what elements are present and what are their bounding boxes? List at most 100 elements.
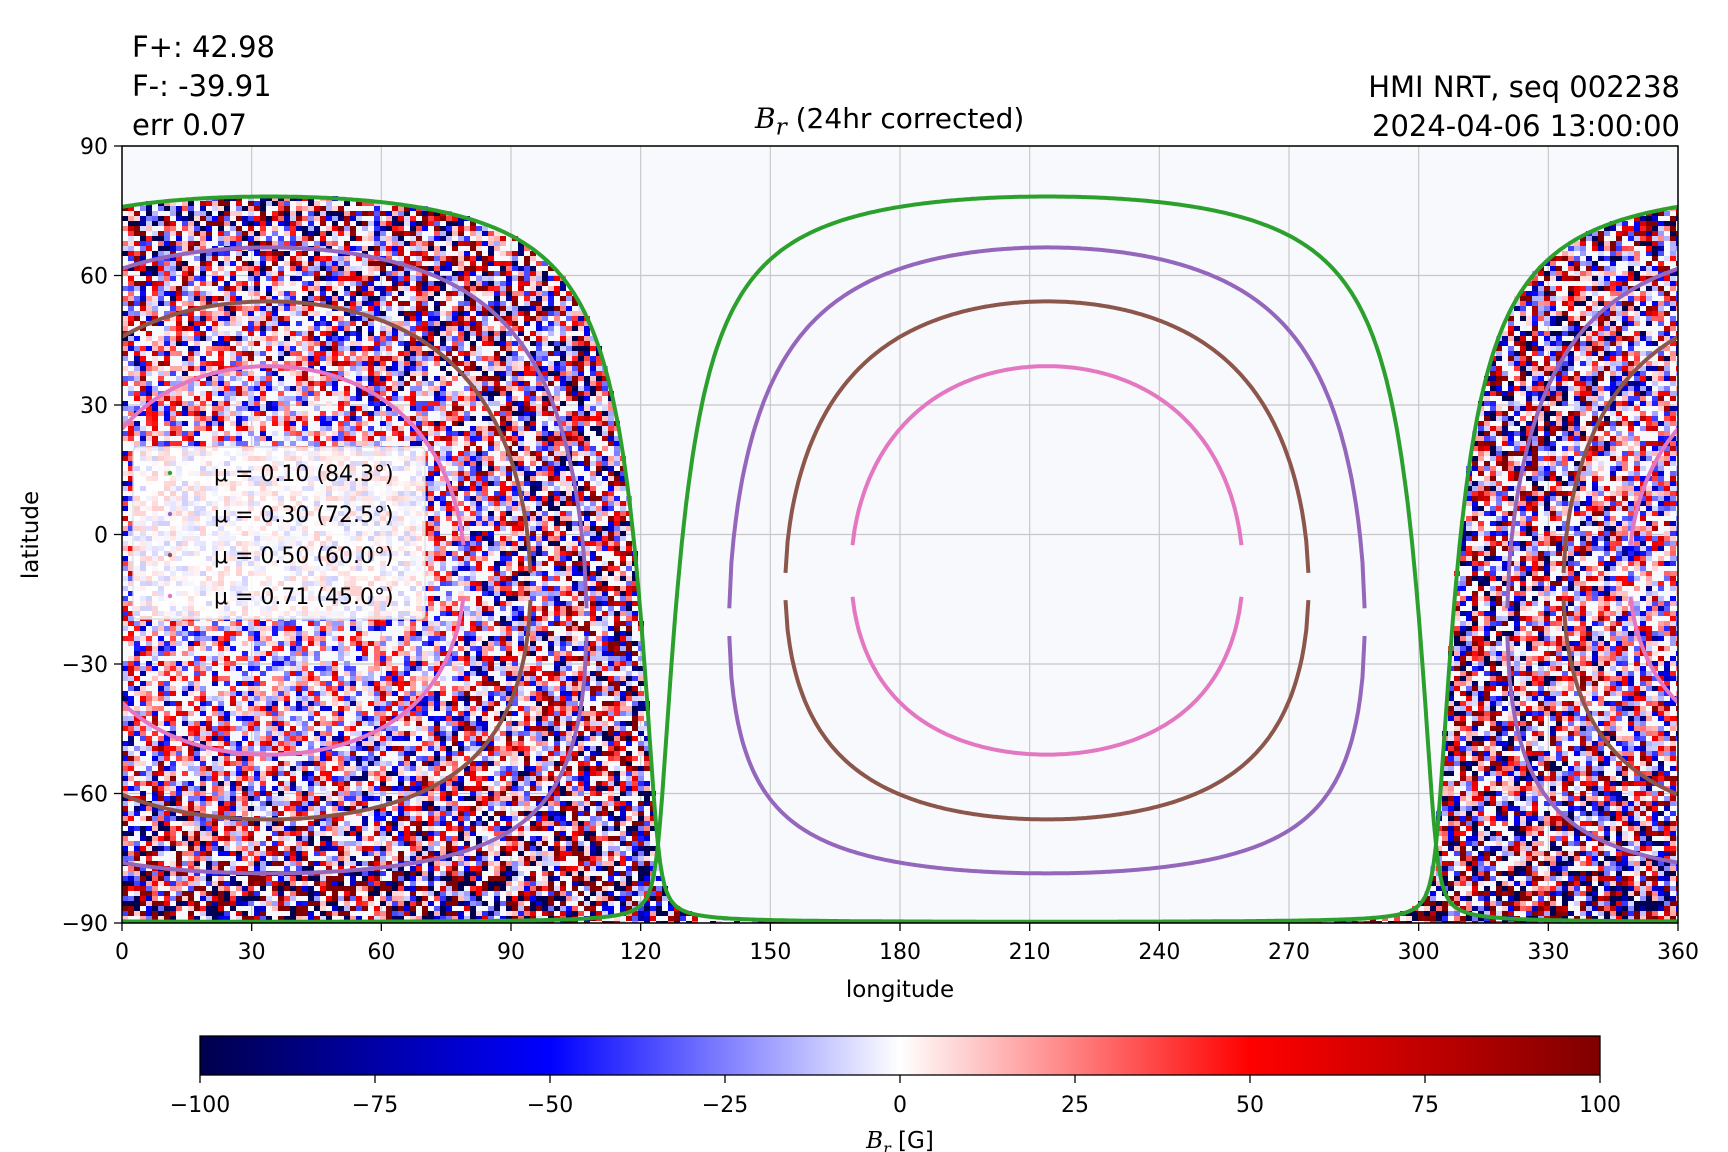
map-cell [554,286,560,291]
map-cell [464,431,470,436]
map-cell [518,456,524,461]
map-cell [158,371,164,376]
map-cell [488,461,494,466]
map-cell [350,436,356,441]
map-cell [548,416,554,421]
map-cell [1508,436,1514,441]
map-cell [1520,406,1526,411]
map-cell [1562,256,1568,261]
map-cell [554,391,560,396]
map-cell [260,331,266,336]
map-cell [614,511,620,516]
map-cell [494,506,500,511]
map-cell [476,326,482,331]
map-cell [152,411,158,416]
map-cell [542,486,548,491]
map-cell [434,436,440,441]
map-cell [494,411,500,416]
map-cell [362,436,368,441]
map-cell [326,271,332,276]
map-cell [1562,416,1568,421]
map-cell [1676,271,1678,276]
map-cell [278,291,284,296]
map-cell [1592,261,1598,266]
map-cell [1526,331,1532,336]
map-cell [1502,431,1508,436]
map-cell [1604,441,1610,446]
map-cell [1616,326,1622,331]
map-cell [506,276,512,281]
map-cell [1472,496,1478,501]
map-cell [530,516,536,521]
map-cell [386,331,392,336]
map-cell [1628,471,1634,476]
map-cell [398,266,404,271]
map-cell [236,436,242,441]
map-cell [224,346,230,351]
map-cell [1580,426,1586,431]
map-cell [1616,251,1622,256]
map-cell [1670,351,1676,356]
map-cell [170,431,176,436]
map-cell [158,361,164,366]
map-cell [464,361,470,366]
map-cell [266,296,272,301]
map-cell [1544,356,1550,361]
map-cell [188,391,194,396]
map-cell [398,226,404,231]
map-cell [1598,441,1604,446]
map-cell [1532,276,1538,281]
map-cell [1550,296,1556,301]
map-cell [494,371,500,376]
map-cell [560,516,566,521]
map-cell [452,241,458,246]
map-cell [128,361,134,366]
map-cell [326,326,332,331]
map-cell [428,421,434,426]
map-cell [176,306,182,311]
map-cell [368,331,374,336]
map-cell [1550,511,1556,516]
map-cell [1622,271,1628,276]
map-cell [1580,291,1586,296]
map-cell [212,441,218,446]
map-cell [1598,251,1604,256]
map-cell [602,506,608,511]
map-cell [584,441,590,446]
map-cell [548,436,554,441]
map-cell [560,366,566,371]
map-cell [434,211,440,216]
map-cell [590,486,596,491]
map-cell [416,286,422,291]
map-cell [152,386,158,391]
map-cell [1592,506,1598,511]
map-cell [578,316,584,321]
map-cell [152,286,158,291]
map-cell [158,216,164,221]
map-cell [1676,231,1678,236]
map-cell [500,411,506,416]
map-cell [380,316,386,321]
map-cell [416,346,422,351]
map-cell [206,256,212,261]
map-cell [248,406,254,411]
map-cell [200,241,206,246]
map-cell [356,266,362,271]
map-cell [434,231,440,236]
map-cell [266,271,272,276]
map-cell [302,281,308,286]
map-cell [134,421,140,426]
map-cell [428,256,434,261]
map-cell [242,286,248,291]
map-cell [1634,311,1640,316]
map-cell [1502,511,1508,516]
map-cell [1652,446,1658,451]
map-cell [1664,416,1670,421]
source-info: HMI NRT, seq 002238 2024-04-06 13:00:00 [1368,68,1680,146]
map-cell [1640,466,1646,471]
map-cell [1550,351,1556,356]
map-cell [1604,366,1610,371]
map-cell [1598,296,1604,301]
map-cell [1538,501,1544,506]
map-cell [578,411,584,416]
